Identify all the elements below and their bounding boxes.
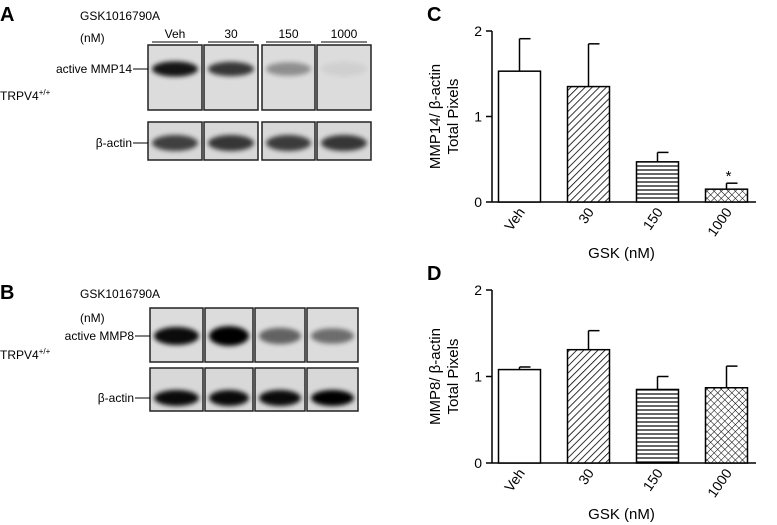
bar (497, 368, 542, 464)
lane-label: 30 (224, 27, 238, 41)
blot-band (154, 327, 199, 345)
x-tick-label: Veh (501, 205, 528, 234)
blot-band (154, 390, 199, 406)
x-tick-label: 150 (639, 465, 666, 493)
blot-band (152, 135, 198, 151)
blot-lane (261, 44, 316, 111)
genotype-label: TRPV4+/+ (0, 347, 51, 362)
genotype-sup: +/+ (39, 347, 51, 356)
annotation: * (726, 168, 732, 185)
loading-label: β-actin (98, 391, 134, 405)
lane-label: 150 (278, 27, 298, 41)
y-tick-label: 2 (474, 23, 482, 39)
blot-lane (147, 44, 203, 111)
blot-lane (316, 44, 372, 111)
blot-band (208, 135, 254, 151)
lane-label: 1000 (331, 27, 358, 41)
x-tick-label: 1000 (704, 204, 735, 239)
blot-band (209, 326, 249, 346)
bar (704, 386, 749, 464)
blot-band (209, 390, 249, 406)
blot-band (321, 135, 367, 151)
unit-label: (nM) (80, 311, 105, 325)
y-axis-label: MMP8/ β-actin (427, 328, 444, 425)
x-tick-label: Veh (501, 466, 528, 495)
blot-band (208, 61, 254, 77)
blot-band (259, 390, 301, 406)
loading-label: β-actin (96, 136, 132, 150)
genotype-label: TRPV4+/+ (0, 88, 51, 103)
blot-band (311, 328, 354, 344)
lane-label: Veh (165, 27, 186, 41)
bar (635, 388, 680, 464)
genotype-name: TRPV4 (0, 89, 39, 103)
y-tick-label: 0 (474, 194, 482, 210)
y-tick-label: 2 (474, 282, 482, 298)
bar (566, 348, 611, 464)
panel-letter: C (427, 4, 441, 26)
x-tick-label: 30 (575, 465, 597, 487)
x-tick-label: 150 (639, 204, 666, 232)
bar (566, 85, 611, 203)
blot-band (152, 61, 198, 77)
bar (635, 161, 680, 203)
blot-band (266, 135, 311, 151)
x-tick-label: 30 (575, 204, 597, 226)
compound-label: GSK1016790A (80, 9, 160, 23)
compound-label: GSK1016790A (80, 287, 160, 301)
y-tick-label: 0 (474, 455, 482, 471)
blot-band (259, 327, 301, 345)
unit-label: (nM) (80, 31, 105, 45)
panel-letter: D (427, 263, 441, 285)
blot-band (321, 61, 367, 77)
x-axis-label: GSK (nM) (588, 506, 655, 523)
panel-letter: A (0, 4, 14, 26)
target-label: active MMP14 (56, 62, 132, 76)
y-axis-label: Total Pixels (445, 79, 462, 155)
bar (704, 188, 749, 203)
panel-letter: B (0, 282, 14, 304)
genotype-name: TRPV4 (0, 348, 39, 362)
blot-lane (203, 44, 259, 111)
genotype-sup: +/+ (39, 88, 51, 97)
target-label: active MMP8 (65, 329, 135, 343)
y-tick-label: 1 (474, 109, 482, 125)
blot-band (311, 390, 354, 406)
bar (497, 70, 542, 203)
x-tick-label: 1000 (704, 465, 735, 500)
y-tick-label: 1 (474, 369, 482, 385)
x-axis-label: GSK (nM) (588, 245, 655, 262)
y-axis-label: MMP14/ β-actin (427, 64, 444, 169)
blot-band (266, 62, 311, 76)
y-axis-label: Total Pixels (445, 339, 462, 415)
